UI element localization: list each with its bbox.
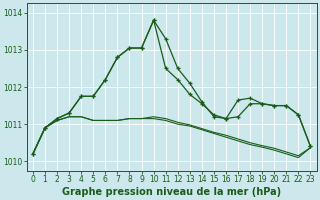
X-axis label: Graphe pression niveau de la mer (hPa): Graphe pression niveau de la mer (hPa) [62,187,281,197]
